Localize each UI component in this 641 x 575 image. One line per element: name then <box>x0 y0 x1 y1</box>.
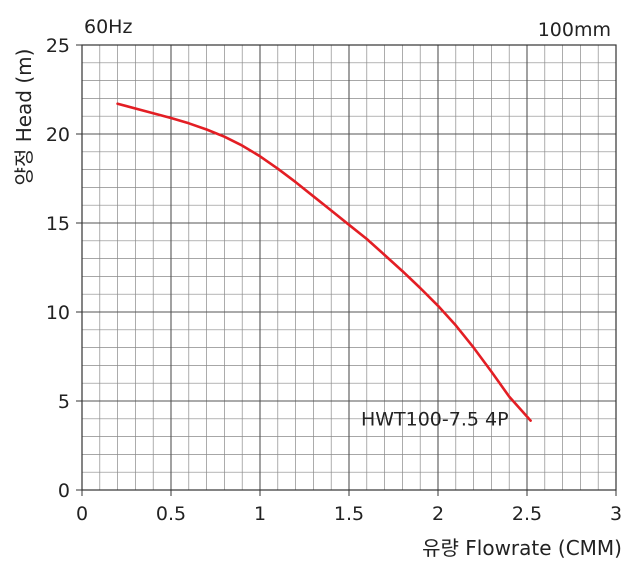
y-axis-title: 양정 Head (m) <box>12 49 36 186</box>
series-point <box>223 135 226 138</box>
series-point <box>276 167 279 170</box>
series-label: HWT100-7.5 4P <box>361 409 509 431</box>
series-point <box>529 419 532 422</box>
x-tick-label: 1.5 <box>334 503 364 525</box>
series-point <box>508 395 511 398</box>
series-point <box>454 324 457 327</box>
x-tick-label: 0 <box>76 503 88 525</box>
y-tick-label: 20 <box>46 124 70 146</box>
frequency-label: 60Hz <box>84 16 132 38</box>
pipe-size-label: 100mm <box>538 19 611 41</box>
y-tick-label: 5 <box>58 391 70 413</box>
series-point <box>116 102 119 105</box>
y-tick-label: 10 <box>46 302 70 324</box>
series-point <box>294 181 297 183</box>
series-point <box>241 144 244 147</box>
series-point <box>312 195 315 198</box>
series-point <box>205 128 208 131</box>
series-point <box>365 238 368 240</box>
series-curve <box>116 102 532 422</box>
x-tick-label: 1 <box>254 503 266 525</box>
x-axis-ticks: 0 0.5 1 1.5 2 2.5 3 <box>76 490 622 525</box>
series-layer: HWT100-7.5 4P <box>116 102 532 431</box>
series-point <box>170 117 172 119</box>
series-point <box>437 304 439 307</box>
series-point <box>143 109 146 112</box>
series-point <box>187 122 190 125</box>
x-tick-label: 0.5 <box>156 503 186 525</box>
x-tick-label: 2 <box>432 503 444 525</box>
series-point <box>490 370 493 373</box>
y-tick-label: 0 <box>58 480 70 502</box>
series-point <box>348 223 350 226</box>
series-point <box>330 209 333 212</box>
y-tick-label: 25 <box>46 35 70 57</box>
major-grid <box>82 45 616 490</box>
series-point <box>419 287 422 289</box>
x-tick-label: 3 <box>610 503 622 525</box>
x-axis-title: 유량 Flowrate (CMM) <box>422 536 622 560</box>
y-axis-ticks: 0 5 10 15 20 25 <box>46 35 82 502</box>
series-point <box>383 254 386 256</box>
x-tick-label: 2.5 <box>512 503 542 525</box>
y-tick-label: 15 <box>46 213 70 235</box>
series-point <box>259 155 261 158</box>
series-point <box>472 346 475 349</box>
series-point <box>401 270 404 272</box>
